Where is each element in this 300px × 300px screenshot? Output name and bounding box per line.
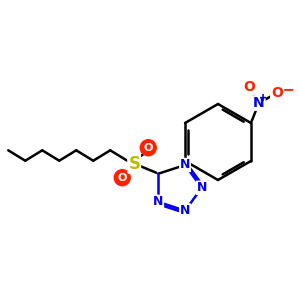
Text: +: + [259, 93, 267, 103]
Text: N: N [180, 204, 190, 217]
Text: N: N [196, 181, 207, 194]
Text: O: O [144, 143, 153, 153]
Text: O: O [271, 86, 283, 100]
Text: N: N [253, 96, 265, 110]
Text: −: − [282, 82, 294, 96]
Text: S: S [128, 155, 140, 173]
Text: N: N [153, 195, 164, 208]
Text: N: N [180, 158, 190, 172]
Text: S: S [128, 155, 140, 173]
Text: −: − [282, 82, 294, 96]
Text: +: + [259, 93, 267, 103]
Text: N: N [253, 96, 265, 110]
Text: O: O [271, 86, 283, 100]
Text: N: N [180, 204, 190, 217]
Text: O: O [243, 80, 255, 94]
Text: N: N [180, 158, 190, 172]
Text: O: O [118, 173, 127, 183]
Text: N: N [196, 181, 207, 194]
Text: O: O [243, 80, 255, 94]
Text: N: N [153, 195, 164, 208]
Circle shape [114, 170, 130, 186]
Circle shape [140, 140, 156, 156]
